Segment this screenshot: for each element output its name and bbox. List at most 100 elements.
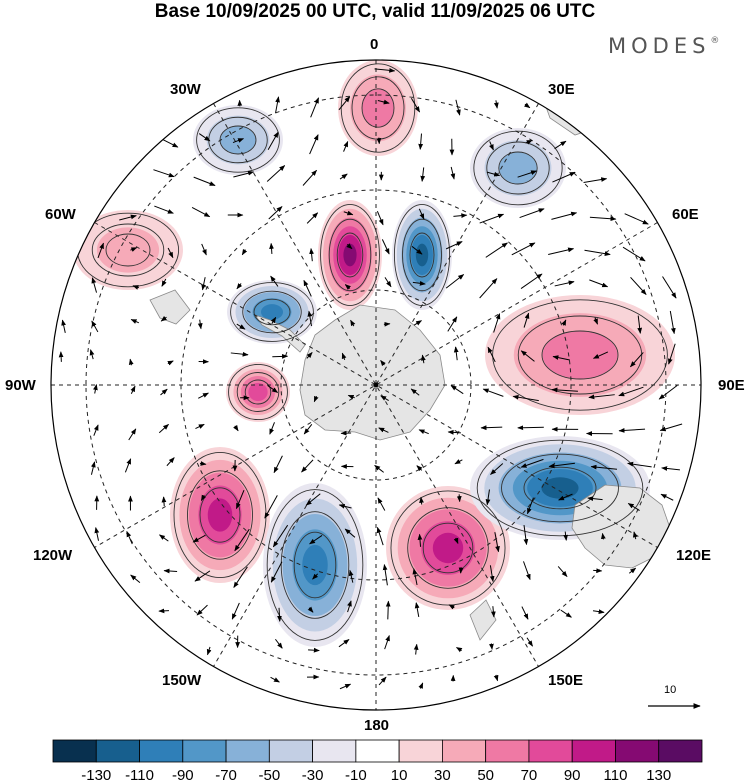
geopotential-contour [199,487,241,543]
wind-vector [523,312,530,328]
wind-vector [154,205,174,214]
wind-vector [374,67,396,73]
lon-label-150e: 150E [548,672,584,689]
wind-vector [378,676,387,686]
wind-vector [490,606,496,618]
wind-vector [303,423,313,435]
wind-vector [160,315,167,322]
wind-vector [489,643,494,650]
geopotential-contour [242,290,302,334]
colorbar-tick-label: -110 [125,767,154,783]
wind-vector [587,496,603,501]
wind-vector [447,429,461,435]
wind-vector [234,528,250,552]
colorbar-tick-label: 130 [646,767,671,783]
wind-vector [479,213,505,224]
wind-vector [383,321,391,327]
wind-vector [524,102,531,109]
wind-vector [448,604,455,610]
geopotential-contour [293,531,337,599]
wind-vector [480,425,503,431]
wind-vector [153,169,175,178]
wind-vector [637,315,643,334]
wind-vector [453,213,468,219]
wind-vector [309,535,323,545]
colorbar-swatch [615,739,660,763]
wind-vector [414,602,420,618]
wind-vector [241,248,248,256]
wind-vector [309,134,319,155]
wind-vector [519,208,545,219]
wind-vector [413,320,422,326]
colorbar-tick-label: 10 [391,767,408,783]
wind-vector [301,459,314,473]
colorbar-tick-label: 110 [604,767,628,783]
wind-vector [511,242,536,256]
geopotential-contour [409,232,435,278]
wind-vector [632,531,638,540]
wind-vector [458,567,464,574]
wind-vector [450,385,464,395]
wind-vector [377,99,390,105]
wind-vector [128,428,137,441]
wind-vector [630,277,647,295]
geopotential-contour [328,218,372,292]
wind-vector [662,276,677,299]
geopotential-contour [473,130,563,206]
colorbar-swatch [139,739,184,763]
wind-vector [381,239,390,255]
wind-vector [552,171,576,183]
wind-vector [267,385,279,393]
wind-vector [552,355,570,361]
wind-vector [622,246,646,262]
wind-reference-value: 10 [664,684,677,696]
wind-vector [275,96,280,114]
geopotential-contour [196,107,280,173]
geopotential-contour [361,88,395,128]
wind-vector [412,280,426,286]
colorbar-swatch [398,739,443,763]
brand-logo: MODES® [608,34,720,58]
wind-vector [97,242,104,259]
anomaly-level [207,498,233,532]
wind-vector [61,319,66,334]
wind-vector [526,637,533,647]
colorbar-tick-label: 70 [521,767,538,783]
wind-vector [130,319,140,324]
wind-vector [454,459,463,465]
wind-vector [90,461,96,475]
wind-vector [593,317,598,325]
wind-vector [162,139,179,148]
wind-vectors [58,67,683,690]
wind-vector [167,247,174,259]
wind-vector [377,497,386,511]
geopotential-contour [492,299,668,411]
lon-label-180: 180 [364,717,390,734]
wind-vector [600,532,606,540]
wind-vector [312,573,319,580]
geopotential-contour [486,141,550,195]
colorbar-tick-label: -130 [81,767,111,783]
wind-vector [421,354,426,364]
wind-vector [618,386,644,397]
wind-vector [411,245,423,255]
wind-vector [561,319,567,326]
wind-vector [521,606,529,620]
wind-vector [512,394,539,402]
wind-vector [236,283,243,290]
wind-vector [548,462,575,469]
wind-vector [412,568,418,586]
colorbar-swatch [52,739,97,763]
wind-vector [520,273,543,289]
colorbar-swatch [268,739,314,763]
wind-vector [382,564,388,586]
wind-vector [489,141,494,151]
wind-vector [275,638,283,649]
wind-vector [455,99,461,116]
wind-vector [669,310,676,335]
wind-vector [306,352,313,359]
anomaly-level [541,477,579,499]
wind-vector [523,524,529,546]
wind-vector [195,423,205,429]
wind-vector [563,531,568,541]
